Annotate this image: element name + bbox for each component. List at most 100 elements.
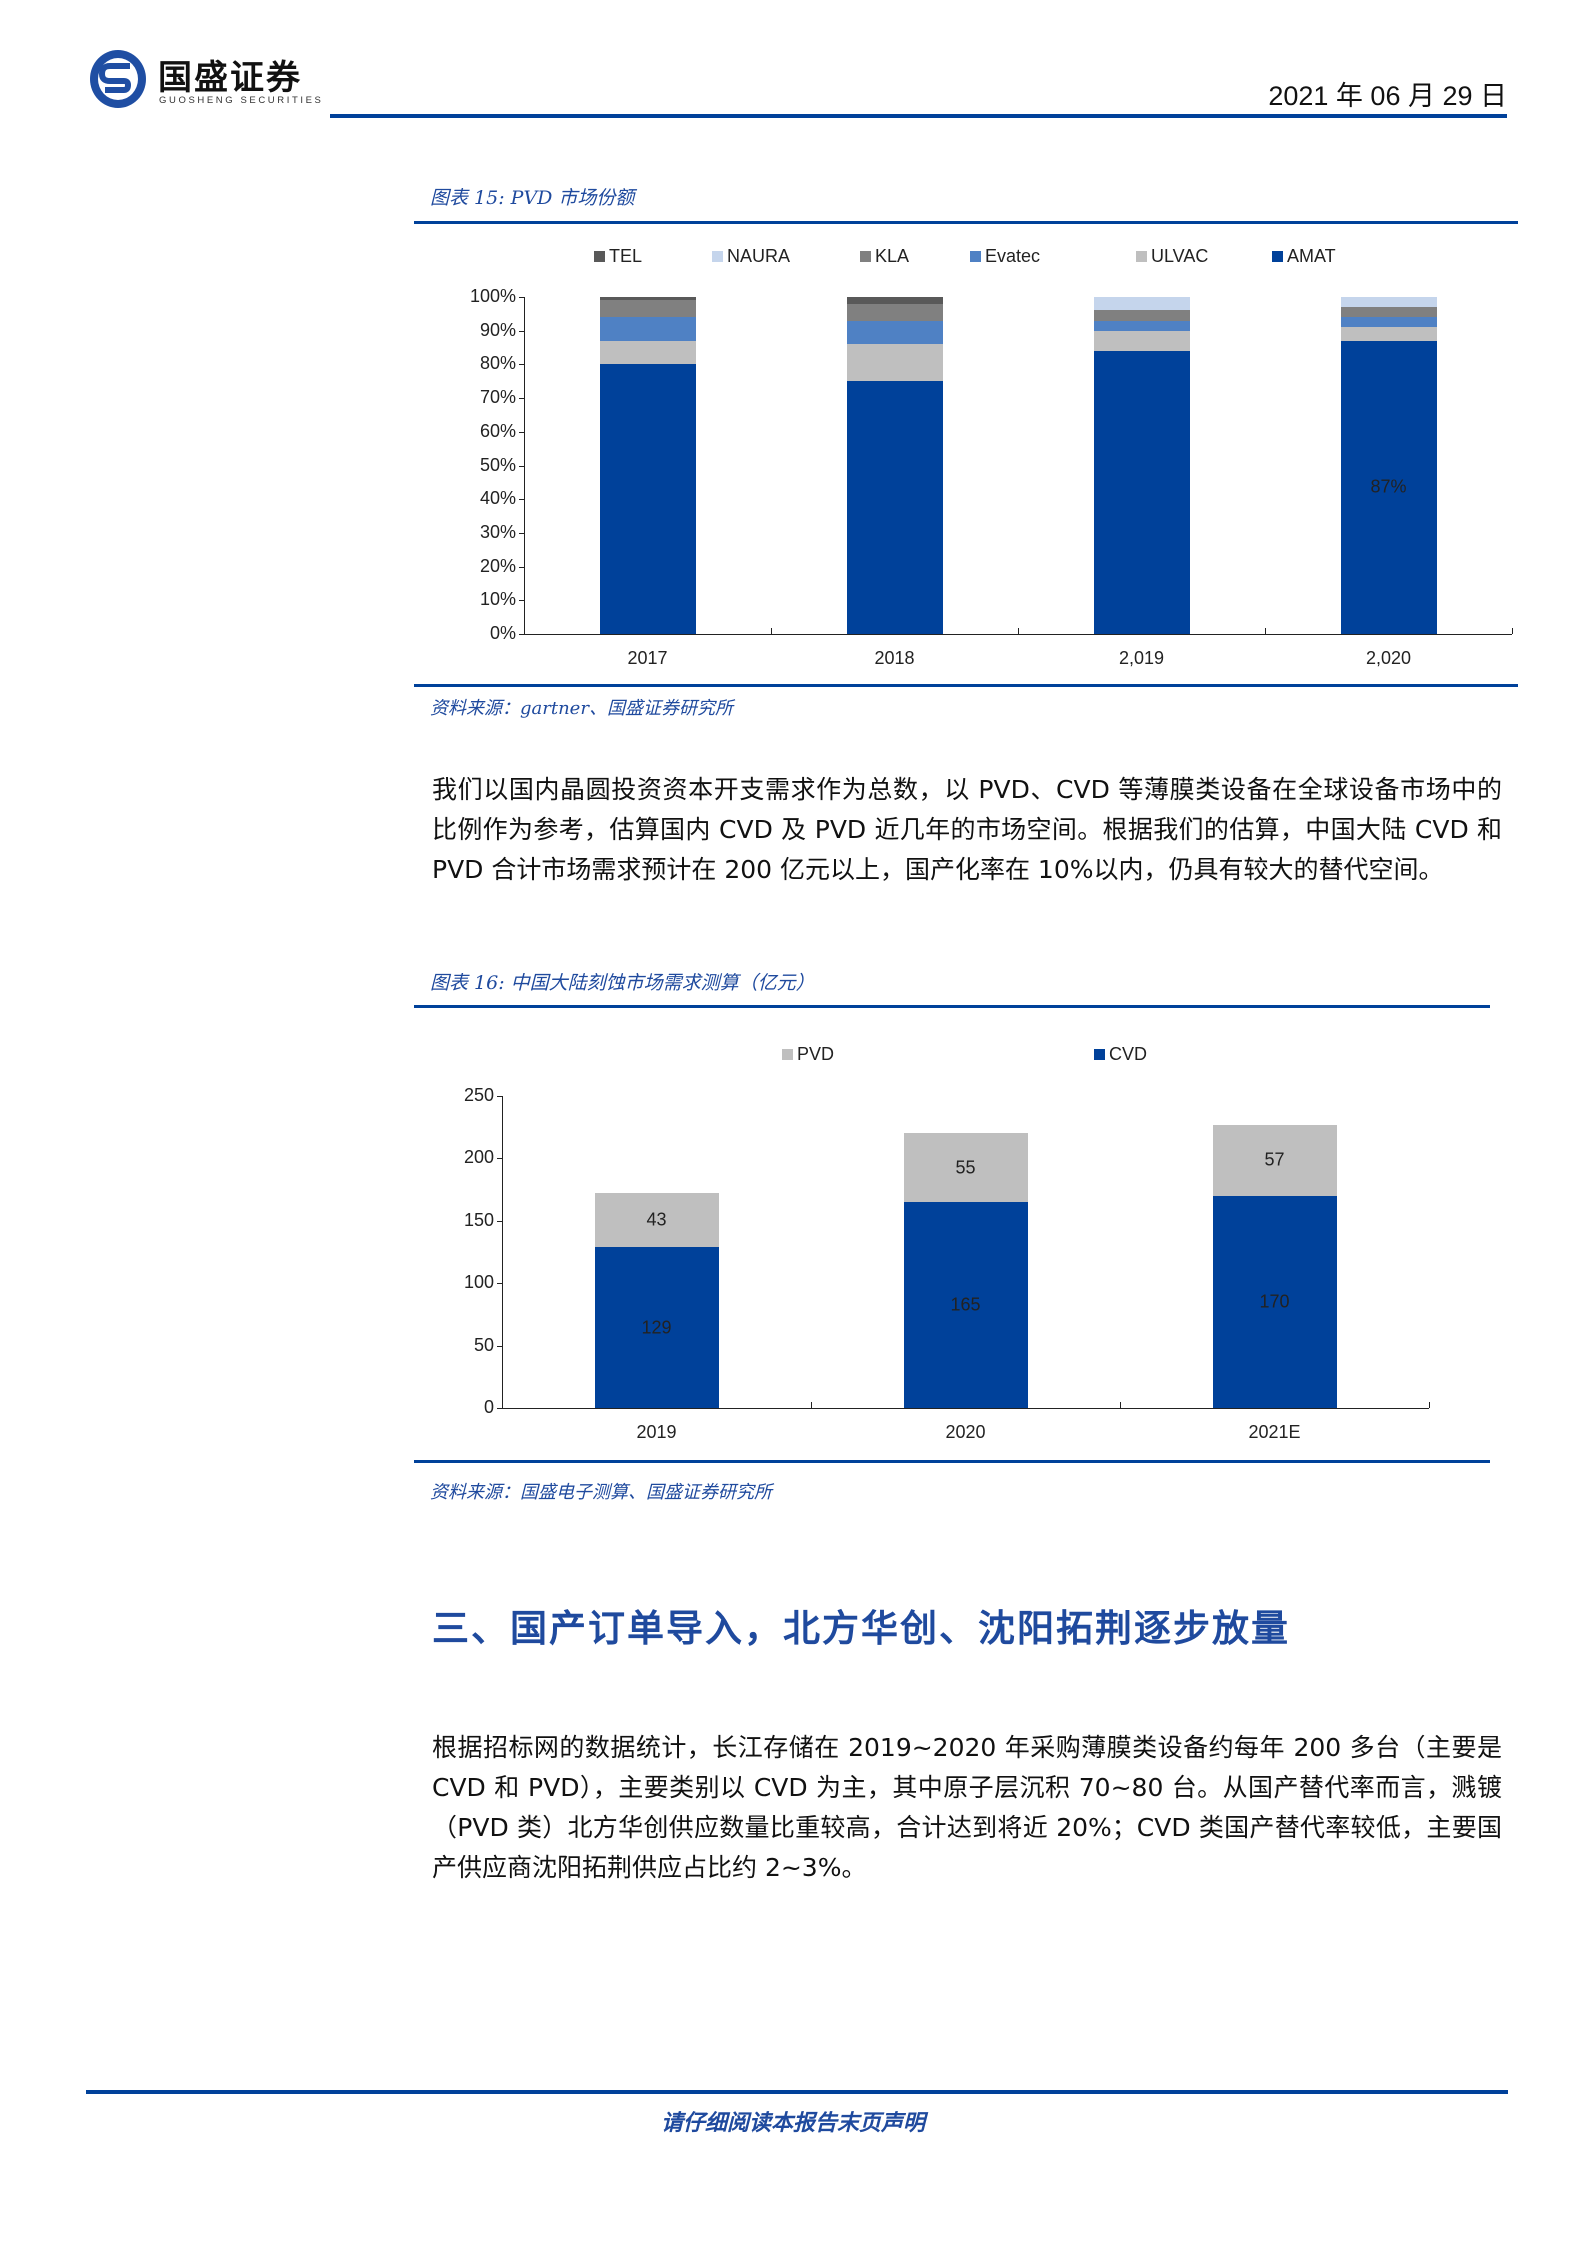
legend-swatch-icon [970,251,981,262]
y-tick-mark [519,431,524,433]
y-tick-label: 150 [463,1209,494,1230]
y-tick-mark [519,398,524,400]
legend-item-pvd: PVD [782,1044,834,1065]
bar-segment-evatec [1093,320,1190,331]
report-date: 2021 年 06 月 29 日 [1268,81,1507,111]
figure-16-top-rule [414,1005,1490,1008]
y-tick-mark [497,1283,502,1285]
y-tick-mark [519,364,524,366]
legend-item-cvd: CVD [1094,1044,1147,1065]
x-axis [502,1408,1429,1409]
bar-value-label: 55 [955,1157,976,1178]
bar-segment-ulvac [846,344,943,382]
bar-segment-amat: 87% [1340,340,1437,634]
bar-segment-kla [1340,307,1437,318]
bar-segment-cvd: 165 [903,1202,1028,1408]
y-tick-label: 90% [479,319,516,340]
legend-label: PVD [797,1044,835,1064]
y-tick-label: 40% [479,488,516,509]
legend-swatch-icon [1136,251,1147,262]
figure-15-title: 图表 15: PVD 市场份额 [430,187,635,209]
bar-segment-naura [1093,297,1190,311]
y-tick-mark [519,499,524,501]
stacked-bar [599,297,696,634]
header-divider [330,114,1507,118]
y-tick-mark [497,1220,502,1222]
stacked-bar: 87% [1340,297,1437,634]
bar-segment-amat [1093,350,1190,634]
y-tick-label: 100% [469,286,516,306]
figure-15-source: 资料来源：gartner、国盛证券研究所 [430,698,733,719]
bar-segment-kla [846,303,943,321]
y-tick-mark [519,465,524,467]
pvd-market-share-chart: TEL NAURA KLA Evatec ULVAC AMAT 0% 10% 20%… [414,224,1518,684]
bar-segment-evatec [846,320,943,345]
bar-segment-pvd: 43 [594,1193,719,1248]
figure-16-title: 图表 16: 中国大陆刻蚀市场需求测算（亿元） [430,972,815,994]
x-tick-mark [1120,1402,1121,1408]
bar-value-label: 170 [1259,1291,1290,1312]
bar-segment-evatec [1340,317,1437,328]
legend-item-kla: KLA [860,246,909,267]
bar-segment-ulvac [1093,330,1190,351]
stacked-bar: 165 55 [903,1096,1028,1408]
legend-label: ULVAC [1151,246,1209,266]
bar-segment-cvd: 129 [594,1247,719,1408]
x-tick-label: 2018 [874,648,915,668]
x-tick-label: 2017 [627,648,668,668]
legend-item-ulvac: ULVAC [1136,246,1208,267]
figure-16-source: 资料来源：国盛电子测算、国盛证券研究所 [430,1482,772,1503]
legend-swatch-icon [1272,251,1283,262]
y-tick-mark [519,634,524,635]
y-tick-mark [497,1408,502,1409]
legend-item-amat: AMAT [1272,246,1336,267]
legend-label: TEL [609,246,643,266]
bar-segment-tel [599,297,696,301]
x-tick-label: 2,020 [1365,648,1412,668]
stacked-bar [846,297,943,634]
y-tick-label: 0% [489,623,516,643]
y-axis [502,1096,503,1408]
section-3-heading: 三、国产订单导入，北方华创、沈阳拓荆逐步放量 [432,1606,1290,1650]
x-tick-mark [502,1402,503,1408]
bar-value-label: 43 [646,1209,667,1230]
legend-swatch-icon [712,251,723,262]
x-tick-mark [1429,1402,1430,1408]
etch-market-demand-chart: PVD CVD 0 50 100 150 200 250 2019 129 43 2020 165 5… [414,1008,1490,1470]
y-tick-label: 50% [479,454,516,475]
y-tick-mark [497,1345,502,1347]
body-paragraph-1: 我们以国内晶圆投资资本开支需求作为总数，以 PVD、CVD 等薄膜类设备在全球设… [432,775,1502,884]
x-tick-mark [1018,628,1019,634]
legend-label: CVD [1109,1044,1148,1064]
y-tick-label: 200 [463,1147,494,1168]
x-tick-mark [1265,628,1266,634]
guosheng-logo-icon [90,50,146,108]
bar-value-label: 87% [1370,476,1407,497]
figure-15-bottom-rule [414,684,1518,687]
bar-segment-ulvac [1340,327,1437,341]
bar-value-label: 129 [641,1317,672,1337]
y-tick-label: 250 [463,1085,494,1105]
y-tick-label: 60% [479,420,516,441]
y-tick-mark [497,1096,502,1097]
body-paragraph-2: 根据招标网的数据统计，长江存储在 2019~2020 年采购薄膜类设备约每年 2… [432,1733,1502,1882]
logo-english-name: GUOSHENG SECURITIES [159,95,324,106]
legend-label: AMAT [1287,246,1336,266]
y-tick-mark [519,532,524,534]
x-tick-label: 2020 [945,1422,986,1442]
y-tick-mark [519,566,524,568]
x-tick-mark [811,1402,812,1408]
y-tick-label: 80% [479,353,516,374]
x-tick-mark [1512,628,1513,634]
x-tick-mark [524,628,525,634]
stacked-bar: 170 57 [1212,1096,1337,1408]
company-logo: 国盛证券 GUOSHENG SECURITIES [88,48,328,112]
legend-item-tel: TEL [594,246,642,267]
footer-disclaimer: 请仔细阅读本报告末页声明 [660,2110,925,2136]
stacked-bar [1093,297,1190,634]
bar-segment-ulvac [599,340,696,365]
x-tick-label: 2019 [636,1422,677,1442]
legend-label: NAURA [727,246,791,266]
bar-segment-amat [846,381,943,634]
bar-segment-naura [1340,297,1437,308]
